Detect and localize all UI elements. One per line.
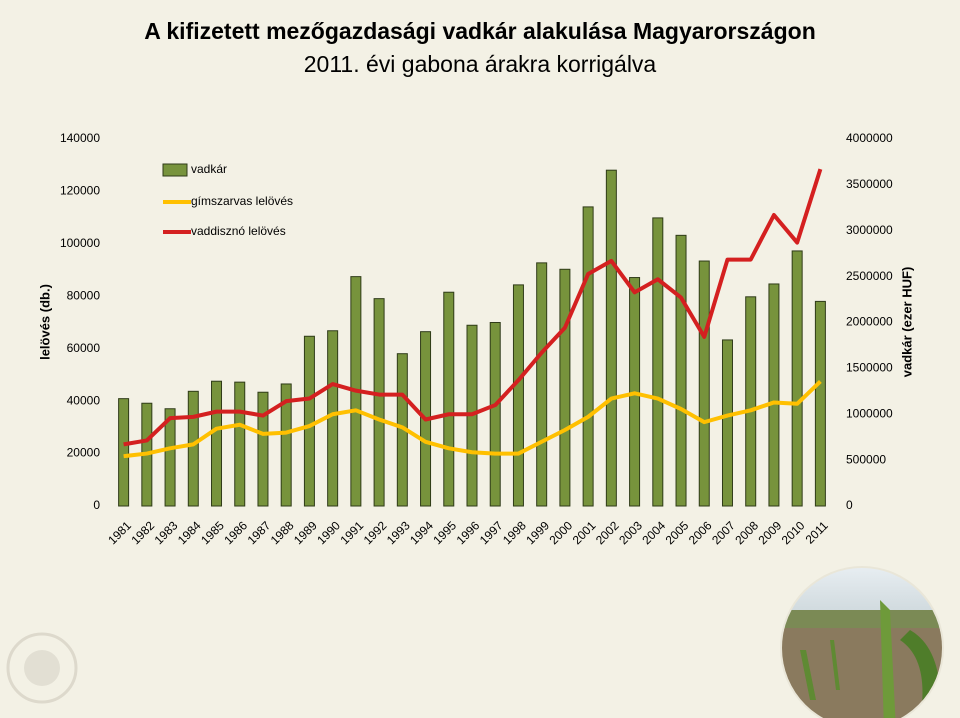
bar	[582, 206, 594, 507]
line	[123, 380, 822, 459]
chart-subtitle: 2011. évi gabona árakra korrigálva	[304, 51, 657, 77]
bar	[489, 322, 501, 507]
x-tick-label: 2002	[593, 518, 622, 547]
y-tick-label: 60000	[67, 341, 101, 355]
x-tick-label: 2001	[570, 518, 599, 547]
legend-swatch	[162, 163, 188, 177]
bar	[373, 298, 385, 507]
y-tick-label: 0	[93, 498, 100, 512]
legend-label: vadkár	[191, 162, 227, 176]
y2-tick-label: 2000000	[846, 315, 893, 329]
y-tick-label: 120000	[60, 184, 100, 198]
bar	[559, 268, 571, 507]
y2-tick-label: 0	[846, 498, 853, 512]
y2-tick-label: 4000000	[846, 131, 893, 145]
y2-tick-label: 3000000	[846, 223, 893, 237]
bar	[675, 234, 687, 507]
photo-decoration	[780, 566, 944, 718]
x-tick-label: 2009	[756, 518, 785, 547]
logo-decoration	[6, 632, 78, 704]
x-tick-label: 1984	[175, 518, 204, 547]
bar	[652, 217, 664, 507]
x-tick-label: 1998	[500, 518, 529, 547]
x-tick-label: 1999	[523, 518, 552, 547]
bar	[211, 380, 223, 507]
x-tick-label: 2006	[686, 518, 715, 547]
bar	[118, 398, 130, 507]
x-tick-label: 2004	[639, 518, 668, 547]
y2-tick-label: 2500000	[846, 269, 893, 283]
bar	[536, 262, 548, 507]
bar	[768, 283, 780, 507]
y-tick-label: 100000	[60, 236, 100, 250]
bar	[791, 250, 803, 507]
y2-tick-label: 1000000	[846, 406, 893, 420]
x-tick-label: 1990	[314, 518, 343, 547]
x-tick-label: 1983	[152, 518, 181, 547]
x-tick-label: 1992	[361, 518, 390, 547]
x-tick-label: 2000	[546, 518, 575, 547]
x-tick-label: 2008	[732, 518, 761, 547]
x-tick-label: 1995	[430, 518, 459, 547]
bar	[814, 300, 826, 507]
x-tick-label: 1981	[105, 518, 134, 547]
y2-tick-label: 500000	[846, 452, 886, 466]
x-tick-label: 1988	[268, 518, 297, 547]
y-tick-label: 20000	[67, 446, 101, 460]
chart-title: A kifizetett mezőgazdasági vadkár alakul…	[144, 18, 816, 44]
x-tick-label: 1991	[337, 518, 366, 547]
y-tick-label: 40000	[67, 393, 101, 407]
x-tick-label: 2007	[709, 518, 738, 547]
x-tick-label: 2011	[803, 518, 831, 546]
y-tick-label: 140000	[60, 131, 100, 145]
x-tick-label: 1982	[128, 518, 157, 547]
x-tick-label: 2003	[616, 518, 645, 547]
bar	[605, 169, 617, 507]
x-tick-label: 2005	[663, 518, 692, 547]
bar	[280, 383, 292, 507]
y2-tick-label: 3500000	[846, 177, 893, 191]
y-axis-title: lelövés (db.)	[37, 284, 52, 360]
y-tick-label: 80000	[67, 288, 101, 302]
bar	[698, 260, 710, 507]
bar	[721, 339, 733, 507]
x-tick-label: 1993	[384, 518, 413, 547]
x-tick-label: 2010	[779, 518, 808, 547]
bar	[443, 291, 455, 507]
bar	[257, 391, 269, 507]
bar	[164, 408, 176, 507]
x-tick-label: 1989	[291, 518, 320, 547]
bar	[187, 390, 199, 507]
bar	[327, 330, 339, 507]
y2-axis-title: vadkár (ezer HUF)	[899, 267, 914, 378]
x-tick-label: 1997	[477, 518, 506, 547]
bar	[512, 284, 524, 507]
x-tick-label: 1994	[407, 518, 436, 547]
x-tick-label: 1987	[245, 518, 274, 547]
x-tick-label: 1986	[221, 518, 250, 547]
bar	[303, 335, 315, 507]
legend-label: gímszarvas lelövés	[191, 194, 293, 208]
bar	[745, 296, 757, 507]
legend-label: vaddisznó lelövés	[191, 224, 286, 238]
y2-tick-label: 1500000	[846, 361, 893, 375]
line	[123, 168, 823, 447]
bar	[234, 381, 246, 507]
x-tick-label: 1996	[454, 518, 483, 547]
x-tick-label: 1985	[198, 518, 227, 547]
